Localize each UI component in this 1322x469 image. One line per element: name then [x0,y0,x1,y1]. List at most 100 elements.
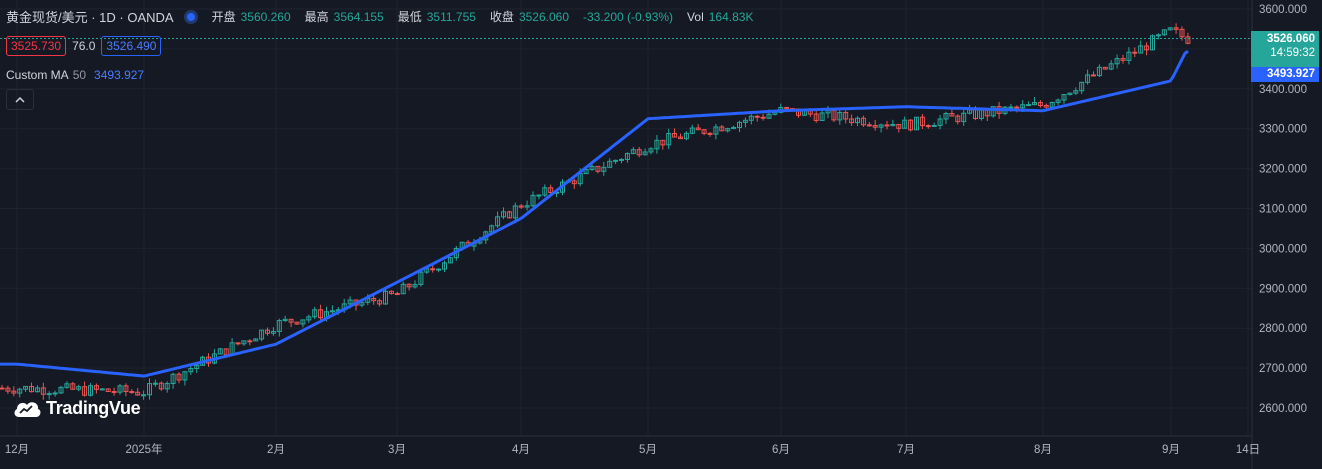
candle [1073,87,1079,95]
close-label: 收盘 [489,10,514,24]
candle [17,387,23,398]
candle [247,339,253,346]
volume-label: Vol [687,9,704,24]
candle [383,287,388,305]
candle [1037,100,1043,108]
time-tick-label: 9月 [1162,444,1180,456]
close-value: 3526.060 [518,9,569,24]
change-value: -33.200 (-0.93%) [583,9,674,24]
chevron-up-icon [15,96,25,103]
candle [748,114,754,125]
candle [1120,54,1126,64]
candle [152,379,158,387]
candle [524,200,530,211]
candle [689,124,695,135]
time-tick-label: 3月 [388,444,406,456]
candle [1085,69,1091,85]
candle [93,383,99,394]
candle [1043,103,1049,109]
time-tick-label: 7月 [897,444,915,456]
ma-line [0,50,1189,378]
candle [0,384,5,390]
candle [424,267,430,275]
price-tick-label: 3100.000 [1259,204,1307,216]
candle [589,164,595,171]
candle [849,114,855,126]
candle [666,128,672,150]
candle [1138,40,1144,54]
candle [890,119,896,127]
sell-button[interactable]: 3525.730 [6,36,67,56]
candle [701,129,707,136]
candlestick-series [0,23,1191,400]
time-tick-label: 4月 [512,444,530,456]
candle [925,124,931,129]
price-tick-label: 3400.000 [1259,84,1307,96]
candle [23,385,29,392]
candle [306,314,312,323]
candle [619,158,624,164]
high-label: 最高 [304,10,329,24]
candle [253,338,259,342]
candle [731,125,737,130]
candle [164,381,170,393]
candle [111,387,117,396]
candle [1173,23,1179,34]
candle [241,340,247,346]
collapse-legend-button[interactable] [6,89,34,110]
candle [931,122,937,127]
candle [1055,98,1061,106]
candle [182,371,188,386]
candle [648,147,654,155]
candle [1150,34,1155,51]
candle [377,298,383,307]
candle [542,184,548,197]
candle [914,116,919,131]
candle [1155,33,1161,40]
candle [129,389,135,394]
candle [82,381,88,397]
candle [294,321,300,326]
symbol-title[interactable]: 黄金现货/美元 · 1D · OANDA [6,10,174,25]
candle [908,119,914,132]
candle [312,306,318,320]
candle [1185,32,1191,45]
candle [147,378,152,400]
candle [949,109,955,117]
candle [884,120,890,130]
candle [831,108,837,123]
time-tick-label: 2月 [267,444,285,456]
time-tick-label: 2025年 [125,442,162,456]
candle [1032,97,1037,106]
candle [754,114,760,122]
candle [878,123,884,133]
candle [937,115,943,130]
buy-button[interactable]: 3526.490 [101,36,162,56]
candle [630,146,636,155]
candle [117,384,123,395]
candle [158,381,164,391]
candle [713,124,719,140]
candle [601,161,607,176]
candle [394,291,400,296]
price-tick-label: 2900.000 [1259,283,1307,295]
candle [866,121,872,127]
candle [902,116,908,129]
candle [406,283,412,291]
time-tick-label: 5月 [639,444,657,456]
candle [1144,42,1150,56]
candle [855,116,860,127]
candle [961,109,967,126]
candle [105,388,111,393]
volume-value: 164.83K [708,9,754,24]
candle [276,318,282,337]
candle [11,386,17,397]
indicator-legend[interactable]: Custom MA 50 3493.927 [6,68,144,82]
indicator-value: 3493.927 [94,68,145,82]
candle [943,111,949,124]
candle [141,390,147,400]
last-price-value: 3526.060 [1267,33,1315,45]
candle [742,117,748,128]
candle [29,382,34,393]
